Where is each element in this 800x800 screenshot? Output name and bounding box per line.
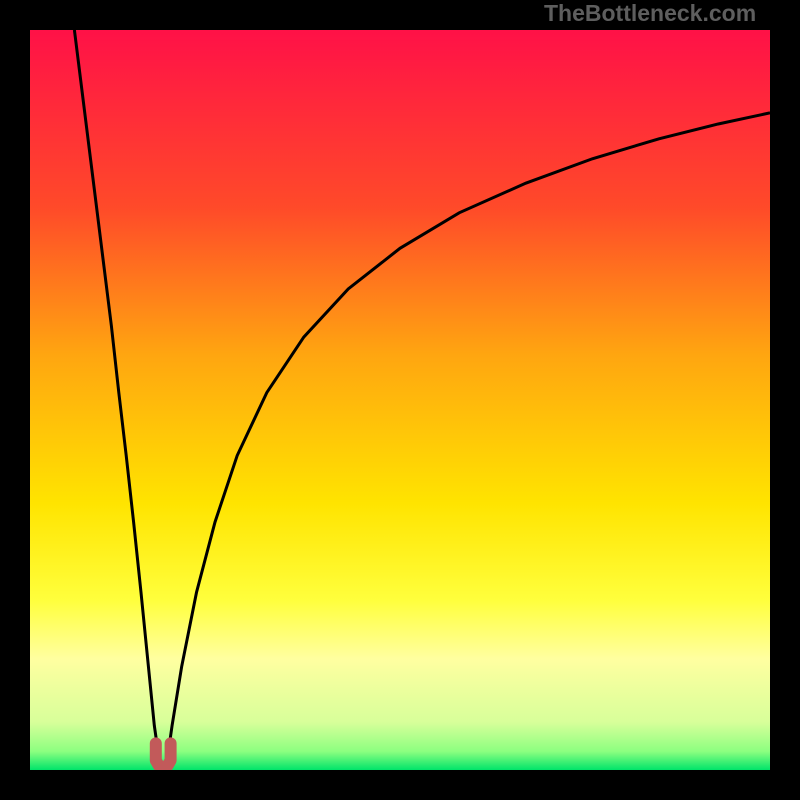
chart-frame: TheBottleneck.com <box>0 0 800 800</box>
min-marker <box>156 743 171 767</box>
watermark-text: TheBottleneck.com <box>544 0 756 27</box>
plot-area <box>30 30 770 770</box>
bottleneck-curve-left <box>74 30 158 752</box>
curve-layer <box>30 30 770 770</box>
bottleneck-curve-right <box>168 113 770 752</box>
